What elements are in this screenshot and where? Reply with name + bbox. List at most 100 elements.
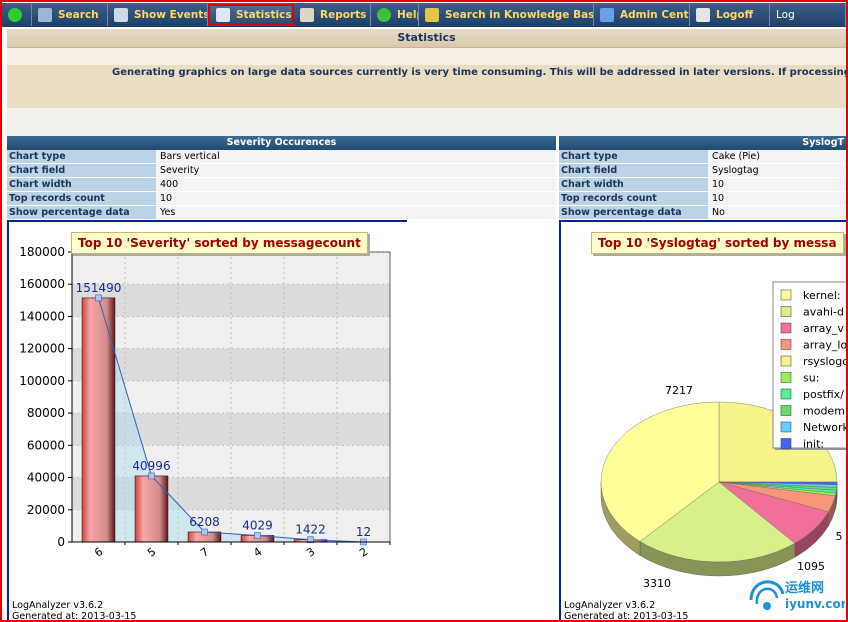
reports-icon	[300, 8, 314, 22]
legend-swatch	[780, 339, 792, 350]
legend-swatch	[780, 372, 792, 383]
config-row: Chart field Severity	[7, 164, 556, 178]
nav-search-in-knowledge-base-button[interactable]: Search in Knowledge Base	[419, 4, 594, 26]
pie-slice	[600, 401, 720, 542]
nav-help-button[interactable]: Help	[371, 4, 419, 26]
nav-label: Search in Knowledge Base	[445, 9, 594, 21]
data-label: 151490	[76, 281, 122, 295]
legend-label: postfix/	[803, 388, 844, 401]
nav-admin-center-button[interactable]: Admin Center	[594, 4, 690, 26]
watermark-text-bottom: iyunv.com	[785, 597, 845, 611]
info-message: Generating graphics on large data source…	[7, 65, 846, 108]
config-table-severity: Chart type Bars vertical Chart field Sever…	[7, 150, 556, 220]
legend-swatch	[780, 355, 792, 367]
config-value: 10	[708, 192, 846, 206]
config-row: Show percentage data Yes	[7, 206, 556, 220]
x-tick-label: 7	[198, 545, 211, 560]
trend-line	[98, 297, 364, 543]
panel-header-syslogtag: SyslogT	[559, 136, 846, 150]
nav-log-button[interactable]: Log	[770, 4, 846, 26]
nav-label: Show Events	[134, 9, 208, 21]
knowledge-icon	[425, 8, 439, 22]
nav-label: Logoff	[716, 9, 754, 21]
legend-label: array_lo	[803, 339, 847, 352]
config-row: Show percentage data No	[559, 206, 846, 220]
logoff-icon	[696, 8, 710, 22]
legend-swatch	[780, 405, 792, 416]
config-value: Yes	[156, 206, 556, 220]
legend-label: modem	[803, 405, 845, 418]
nav-statistics-button[interactable]: Statistics	[208, 4, 294, 26]
legend-swatch	[780, 388, 792, 400]
info-text: Generating graphics on large data source…	[112, 67, 846, 78]
config-value: Severity	[156, 164, 556, 178]
grid-band	[72, 284, 390, 317]
nav-label: Log	[776, 9, 795, 21]
legend-swatch	[780, 438, 792, 449]
config-value: Bars vertical	[156, 150, 556, 164]
data-label: 40996	[132, 459, 170, 473]
bar-5	[134, 475, 169, 543]
legend-label: init:	[803, 438, 824, 451]
config-value: 400	[156, 178, 556, 192]
help-icon	[377, 8, 391, 22]
trend-point	[148, 472, 155, 480]
status-green-icon	[8, 8, 22, 22]
legend-label: Network	[803, 421, 848, 434]
severity-chart-container: 0 20000 40000 60000 80000 100000 120000 140000 1…	[7, 220, 407, 620]
trend-area	[98, 297, 364, 542]
legend-swatch	[780, 289, 792, 301]
y-tick-label: 0	[57, 535, 65, 549]
config-key: Show percentage data	[559, 206, 708, 220]
nav-label: Help	[397, 9, 418, 21]
severity-chart-title: Top 10 'Severity' sorted by messagecount	[71, 232, 368, 254]
legend-swatch	[780, 306, 792, 317]
config-key: Chart field	[7, 164, 156, 178]
nav-status-button[interactable]	[2, 4, 32, 26]
data-label: 12	[356, 525, 371, 539]
config-value: Cake (Pie)	[708, 150, 846, 164]
bar-6	[81, 297, 116, 543]
nav-search-button[interactable]: Search	[32, 4, 108, 26]
config-row: Chart type Cake (Pie)	[559, 150, 846, 164]
watermark-text-top: 运维网	[785, 580, 824, 596]
nav-label: Reports	[320, 9, 367, 21]
y-tick-label: 20000	[27, 503, 65, 517]
syslogtag-chart-title: Top 10 'Syslogtag' sorted by messa	[591, 232, 844, 254]
y-tick-label: 80000	[27, 406, 65, 420]
data-label: 4029	[242, 519, 273, 533]
config-key: Chart width	[559, 178, 708, 192]
search-icon	[38, 8, 52, 22]
footer-version: LogAnalyzer v3.6.2	[564, 600, 656, 611]
nav-show-events-button[interactable]: Show Events	[108, 4, 208, 26]
pie-slice-label: 1095	[797, 560, 825, 573]
config-key: Chart width	[7, 178, 156, 192]
severity-bar-chart: 0 20000 40000 60000 80000 100000 120000 140000 1…	[19, 245, 391, 560]
grid-band	[72, 509, 390, 542]
nav-label: Statistics	[236, 9, 292, 21]
x-tick-label: 5	[145, 545, 158, 560]
nav-label: Admin Center	[620, 9, 689, 21]
config-row: Chart type Bars vertical	[7, 150, 556, 164]
y-tick-label: 140000	[19, 309, 65, 323]
data-label: 1422	[295, 523, 326, 537]
config-table-syslogtag: Chart type Cake (Pie) Chart field Syslogta…	[559, 150, 846, 220]
pie-slice-label: 5	[836, 530, 843, 543]
x-tick-label: 3	[304, 545, 317, 560]
y-tick-label: 100000	[19, 374, 65, 388]
config-key: Chart type	[559, 150, 708, 164]
pie-slice-label: 7217	[665, 384, 693, 397]
config-row: Top records count 10	[559, 192, 846, 206]
main-nav: Search Show Events Statistics Reports Help Se…	[2, 3, 846, 27]
config-row: Chart field Syslogtag	[559, 164, 846, 178]
trend-point	[307, 536, 314, 544]
y-tick-label: 60000	[27, 438, 65, 452]
nav-reports-button[interactable]: Reports	[294, 4, 371, 26]
config-key: Show percentage data	[7, 206, 156, 220]
config-key: Chart type	[7, 150, 156, 164]
x-tick-label: 2	[357, 545, 370, 560]
config-value: No	[708, 206, 846, 220]
nav-logoff-button[interactable]: Logoff	[690, 4, 770, 26]
legend-label: su:	[803, 372, 819, 385]
legend-swatch	[780, 322, 792, 334]
